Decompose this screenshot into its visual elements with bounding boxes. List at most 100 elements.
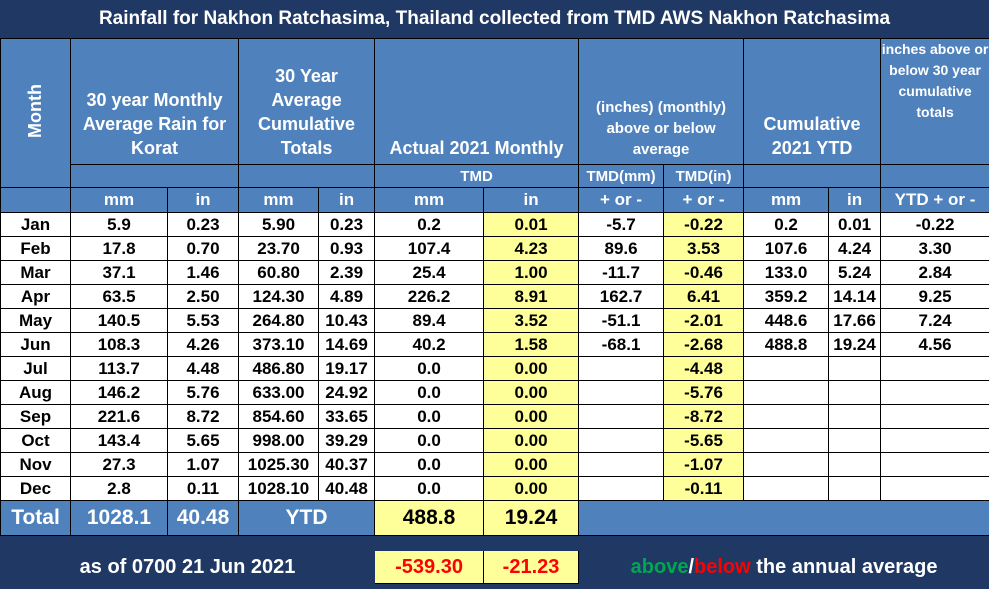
cum-in-cell: 19.17 [318,356,376,381]
cum-in-cell: 2.39 [318,260,376,285]
avg-mm-cell: 27.3 [70,452,168,477]
legend-slash: / [688,555,695,578]
cum-mm-cell: 124.30 [238,284,320,309]
ytd-diff-header: inches above or below 30 year cumulative… [880,38,989,165]
actual-in-cell: 0.00 [483,356,580,381]
legend: above/below the annual average [578,550,989,584]
ytd-mm-cell [743,452,830,477]
table-row: Jan 5.9 0.23 5.90 0.23 0.2 0.01 -5.7 -0.22 0.2 0.0… [0,212,989,237]
diff-in-cell: -5.76 [663,380,745,405]
total-label: Total [0,500,71,536]
actual-mm-cell: 0.0 [374,404,485,429]
unit-header: in [166,187,240,213]
ytd-in-cell: 4.24 [828,236,882,261]
actual-mm-cell: 0.0 [374,476,485,501]
table-row: Jun 108.3 4.26 373.10 14.69 40.2 1.58 -68.1 -2.6… [0,332,989,357]
month-cell: Jul [0,356,71,381]
month-cell: Nov [0,452,71,477]
month-cell: Feb [0,236,71,261]
table-row: Feb 17.8 0.70 23.70 0.93 107.4 4.23 89.6 3.53 107… [0,236,989,261]
avg-in-cell: 4.26 [166,332,240,357]
actual-mm-cell: 40.2 [374,332,485,357]
diff-mm-cell: -51.1 [578,308,665,333]
unit-header: + or - [663,187,745,213]
table-row: Jul 113.7 4.48 486.80 19.17 0.0 0.00 -4.48 [0,356,989,381]
actual-mm-cell: 0.0 [374,452,485,477]
ytd-diff-cell [880,380,989,405]
actual-mm-cell: 89.4 [374,308,485,333]
cum-in-cell: 33.65 [318,404,376,429]
avg-in-cell: 8.72 [166,404,240,429]
actual-in-cell: 0.01 [483,212,580,237]
ytd-mm-cell: 359.2 [743,284,830,309]
cum-mm-cell: 633.00 [238,380,320,405]
diff-in-cell: -8.72 [663,404,745,429]
diff-in-cell: 6.41 [663,284,745,309]
table-row: Nov 27.3 1.07 1025.30 40.37 0.0 0.00 -1.07 [0,452,989,477]
ytd-mm-cell: 488.8 [743,332,830,357]
unit-header: in [828,187,882,213]
blank-unit-header [0,187,71,213]
actual-mm-cell: 107.4 [374,236,485,261]
unit-header: mm [238,187,320,213]
avg-cumulative-header: 30 Year Average Cumulative Totals [238,38,376,165]
ytd-diff-cell: 2.84 [880,260,989,285]
ytd-mm-cell: 107.6 [743,236,830,261]
diff-mm-cell: 89.6 [578,236,665,261]
cum-in-cell: 0.23 [318,212,376,237]
actual-in-cell: 1.58 [483,332,580,357]
actual-in-cell: 3.52 [483,308,580,333]
month-cell: Apr [0,284,71,309]
month-cell: Sep [0,404,71,429]
cum-in-cell: 40.37 [318,452,376,477]
actual-monthly-header: Actual 2021 Monthly [374,38,580,165]
unit-header: mm [70,187,168,213]
rainfall-table: Month 30 year Monthly Average Rain for K… [0,38,989,584]
diff-mm-cell [578,452,665,477]
diff-mm-cell [578,476,665,501]
legend-above: above [630,555,689,578]
diff-mm-cell [578,380,665,405]
ytd-in-cell [828,356,882,381]
diff-mm-cell: -11.7 [578,260,665,285]
table-row: Sep 221.6 8.72 854.60 33.65 0.0 0.00 -8.72 [0,404,989,429]
unit-header: YTD + or - [880,187,989,213]
blank-sub-header [743,164,882,188]
month-cell: Jun [0,332,71,357]
diff-in-cell: -4.48 [663,356,745,381]
cum-mm-cell: 373.10 [238,332,320,357]
avg-in-cell: 0.11 [166,476,240,501]
avg-mm-cell: 113.7 [70,356,168,381]
ytd-diff-cell [880,356,989,381]
cum-in-cell: 40.48 [318,476,376,501]
actual-mm-cell: 0.0 [374,356,485,381]
tmd-mm-sub-header: TMD(mm) [578,164,665,188]
avg-mm-cell: 221.6 [70,404,168,429]
cum-mm-cell: 486.80 [238,356,320,381]
cum-mm-cell: 854.60 [238,404,320,429]
month-cell: Aug [0,380,71,405]
actual-mm-cell: 0.0 [374,380,485,405]
cumulative-ytd-header: Cumulative 2021 YTD [743,38,882,165]
cum-in-cell: 4.89 [318,284,376,309]
avg-mm-cell: 5.9 [70,212,168,237]
diff-mm-cell [578,428,665,453]
ytd-in-cell: 0.01 [828,212,882,237]
cum-mm-cell: 998.00 [238,428,320,453]
actual-in-cell: 8.91 [483,284,580,309]
annual-diff-in: -21.23 [483,550,580,584]
diff-mm-cell: 162.7 [578,284,665,309]
avg-mm-cell: 146.2 [70,380,168,405]
avg-in-cell: 0.70 [166,236,240,261]
avg-in-cell: 5.65 [166,428,240,453]
legend-below: below [694,555,751,578]
avg-mm-cell: 17.8 [70,236,168,261]
actual-mm-cell: 0.0 [374,428,485,453]
ytd-in-cell: 5.24 [828,260,882,285]
ytd-diff-cell [880,452,989,477]
avg-in-cell: 2.50 [166,284,240,309]
diff-mm-cell: -68.1 [578,332,665,357]
total-ytd-label: YTD [238,500,376,536]
month-cell: May [0,308,71,333]
ytd-diff-cell: 3.30 [880,236,989,261]
